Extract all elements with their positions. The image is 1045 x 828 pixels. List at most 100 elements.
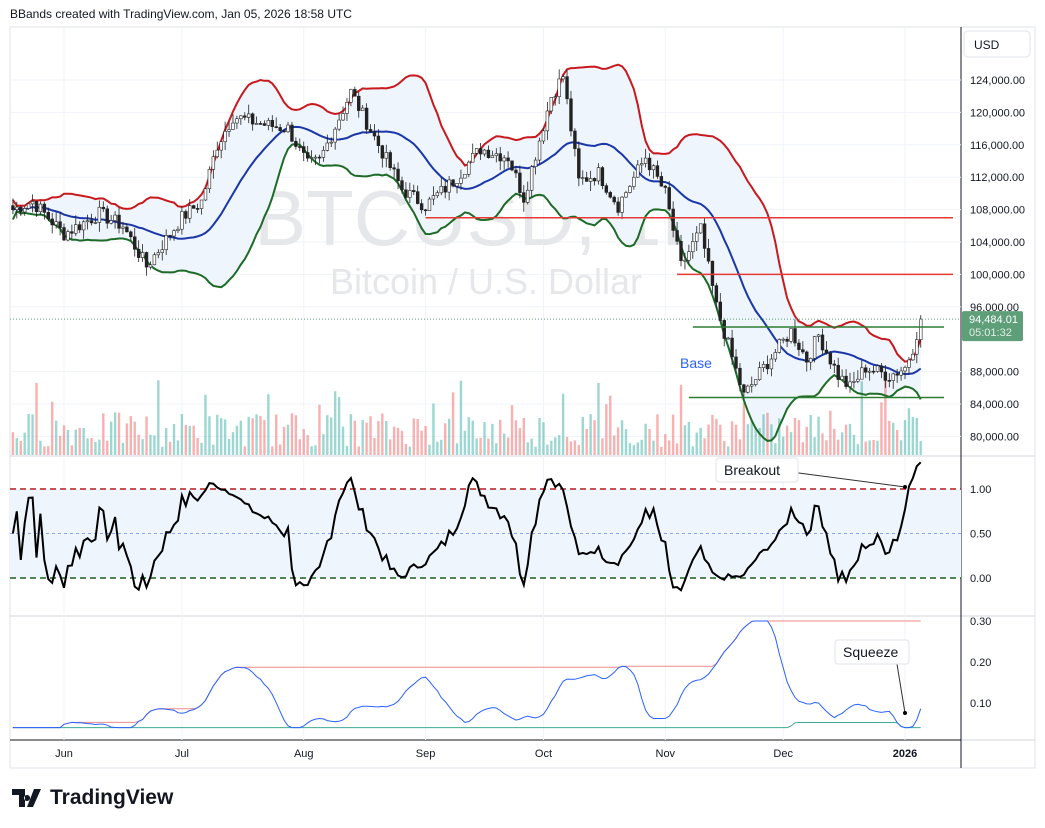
tradingview-logo[interactable]: TradingView [12, 786, 173, 810]
candle[interactable] [85, 214, 90, 230]
candle[interactable] [168, 234, 172, 241]
candle[interactable] [109, 215, 113, 225]
currency-button[interactable] [963, 30, 1031, 58]
candle[interactable] [415, 185, 420, 205]
candle[interactable] [353, 86, 357, 97]
chart[interactable]: BTCUSD, 1DBitcoin / U.S. DollarBase124,0… [0, 0, 1045, 780]
candle[interactable] [600, 166, 605, 190]
candle[interactable] [427, 196, 432, 211]
candle[interactable] [66, 229, 70, 242]
candle[interactable] [337, 113, 341, 132]
candle[interactable] [113, 211, 117, 229]
candle[interactable] [632, 171, 636, 190]
candle[interactable] [455, 183, 459, 194]
candle[interactable] [81, 220, 86, 239]
candle[interactable] [569, 90, 573, 137]
candle[interactable] [463, 174, 467, 179]
candle[interactable] [349, 88, 353, 107]
candle[interactable] [372, 124, 377, 141]
candle[interactable] [223, 121, 227, 150]
candle[interactable] [93, 216, 98, 225]
candle[interactable] [408, 182, 412, 204]
candle[interactable] [620, 196, 624, 220]
candle[interactable] [180, 206, 184, 235]
candle[interactable] [785, 336, 789, 348]
candle[interactable] [54, 212, 58, 229]
candle[interactable] [887, 373, 892, 388]
candle[interactable] [486, 145, 491, 159]
candle[interactable] [675, 221, 679, 245]
candle[interactable] [188, 199, 192, 224]
candle[interactable] [746, 384, 750, 394]
candle[interactable] [195, 203, 200, 214]
candle[interactable] [789, 328, 793, 344]
candle[interactable] [459, 169, 463, 190]
candle[interactable] [156, 249, 161, 259]
candle[interactable] [439, 177, 443, 196]
candle[interactable] [565, 69, 569, 105]
candle[interactable] [805, 350, 809, 372]
annotation-breakout-box[interactable] [715, 457, 799, 483]
candle[interactable] [176, 226, 180, 234]
candle[interactable] [529, 165, 534, 197]
candle[interactable] [541, 128, 546, 145]
candle[interactable] [360, 104, 365, 111]
candle[interactable] [667, 181, 671, 211]
candle[interactable] [612, 195, 616, 205]
candle[interactable] [435, 190, 440, 199]
candle[interactable] [526, 181, 530, 205]
candle[interactable] [714, 282, 719, 309]
candle[interactable] [695, 226, 699, 251]
candle[interactable] [828, 351, 833, 370]
candle[interactable] [899, 366, 903, 381]
candle[interactable] [30, 194, 35, 213]
candle[interactable] [510, 160, 514, 172]
candle[interactable] [290, 121, 294, 143]
candle[interactable] [860, 360, 864, 380]
candle[interactable] [89, 213, 94, 226]
candle[interactable] [596, 163, 601, 185]
candle[interactable] [368, 124, 373, 133]
candle[interactable] [431, 186, 436, 206]
candle[interactable] [243, 112, 247, 121]
candle[interactable] [482, 148, 487, 157]
candle[interactable] [400, 176, 404, 194]
candle[interactable] [702, 217, 707, 258]
candle[interactable] [474, 148, 479, 156]
candle[interactable] [506, 151, 510, 168]
candle[interactable] [750, 376, 754, 393]
candle[interactable] [423, 208, 428, 216]
candle[interactable] [816, 333, 821, 343]
candle[interactable] [856, 370, 860, 384]
candle[interactable] [11, 198, 15, 215]
candle[interactable] [74, 215, 78, 236]
candle[interactable] [624, 190, 628, 198]
candle[interactable] [812, 335, 817, 363]
candle[interactable] [730, 329, 734, 365]
candle[interactable] [604, 183, 609, 195]
candle[interactable] [384, 144, 388, 168]
candle[interactable] [797, 339, 801, 357]
candle[interactable] [588, 170, 593, 192]
candle[interactable] [793, 319, 797, 347]
candle[interactable] [26, 203, 31, 210]
candle[interactable] [215, 141, 219, 159]
candle[interactable] [121, 221, 125, 235]
candle[interactable] [647, 153, 652, 176]
candle[interactable] [911, 348, 915, 361]
candle[interactable] [498, 146, 502, 171]
candle[interactable] [447, 176, 451, 201]
candle[interactable] [820, 328, 825, 355]
candle[interactable] [848, 372, 852, 393]
candle[interactable] [309, 150, 314, 163]
candle[interactable] [451, 178, 455, 188]
candle[interactable] [392, 163, 396, 178]
candle[interactable] [125, 223, 129, 233]
candle[interactable] [915, 332, 919, 364]
candle[interactable] [836, 357, 840, 388]
candle[interactable] [883, 365, 888, 388]
candle[interactable] [640, 157, 644, 174]
candle[interactable] [164, 229, 168, 255]
candle[interactable] [608, 190, 612, 199]
candle[interactable] [867, 367, 872, 381]
